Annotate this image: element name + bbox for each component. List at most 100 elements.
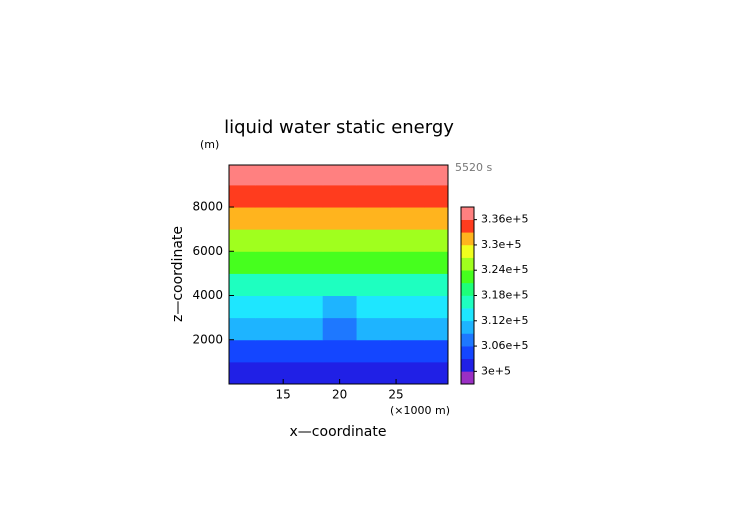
contour-cell [356,361,391,385]
contour-cell [322,184,358,208]
x-unit: (×1000 m) [390,404,450,417]
x-tick-label: 15 [276,388,291,402]
contour-cell [390,229,425,252]
contour-cell [356,251,391,274]
colorbar-tick-label: 3.24e+5 [481,263,528,276]
y-tick-label: 8000 [192,200,223,214]
contour-cell [356,207,391,230]
contour-cell [424,251,449,274]
contour-cell [229,317,256,341]
colorbar-band [461,219,474,233]
contour-cell [288,251,324,274]
y-tick-label: 2000 [192,332,223,346]
contour-cell [229,251,256,274]
colorbar-band [461,295,474,309]
contour-cell [322,361,358,385]
contour-cell [390,207,425,230]
colorbar: 3e+5 3.06e+5 3.12e+5 3.18e+5 3.24e+5 3.3e+5 3.… [460,206,528,385]
contour-cell [424,339,449,363]
contour-cell [424,184,449,208]
time-label: 5520 s [455,161,492,174]
colorbar-band [461,270,474,284]
colorbar-band [461,308,474,322]
contour-cell [254,207,290,230]
contour-cell [424,207,449,230]
contour-cell [229,339,256,363]
colorbar-tick-label: 3.18e+5 [481,289,528,302]
contour-cell [229,273,256,297]
colorbar-tick-label: 3.3e+5 [481,238,521,251]
contour-cell [424,165,449,186]
contour-field [229,165,449,385]
y-unit: (m) [200,138,219,151]
contour-cell [356,339,391,363]
contour-cell [254,165,290,186]
contour-cell [288,184,324,208]
colorbar-band [461,320,474,334]
contour-cell [390,295,425,319]
contour-cell [356,273,391,297]
contour-cell [356,317,391,341]
contour-cell [424,295,449,319]
plot-frame [228,164,449,385]
contour-cell [322,229,358,252]
contour-cell [229,361,256,385]
y-axis-label: z—coordinate [170,226,186,322]
axes: 15 20 25 2000 4000 6000 8000 [192,164,449,402]
contour-cell [288,339,324,363]
contour-cell [254,361,290,385]
contour-cell [356,165,391,186]
contour-cell [322,295,358,319]
contour-cell [390,339,425,363]
x-tick-label: 20 [332,388,347,402]
contour-cell [254,273,290,297]
contour-cell [390,184,425,208]
contour-cell [288,317,324,341]
colorbar-band [461,232,474,246]
chart-title: liquid water static energy [224,117,454,138]
colorbar-tick-label: 3.06e+5 [481,339,528,352]
colorbar-band [461,207,474,220]
contour-cell [254,317,290,341]
contour-cell [322,273,358,297]
contour-cell [229,295,256,319]
contour-cell [390,273,425,297]
contour-cell [254,251,290,274]
colorbar-band [461,244,474,258]
colorbar-tick-label: 3e+5 [481,364,511,377]
contour-cell [288,295,324,319]
colorbar-band [461,282,474,296]
y-tick-label: 6000 [192,244,223,258]
contour-cell [390,251,425,274]
colorbar-band [461,371,474,385]
contour-cell [390,165,425,186]
colorbar-band [461,333,474,347]
contour-cell [390,317,425,341]
contour-cell [356,184,391,208]
contour-cell [288,207,324,230]
contour-cell [322,339,358,363]
contour-cell [229,184,256,208]
contour-cell [424,361,449,385]
contour-cell [424,229,449,252]
colorbar-band [461,346,474,360]
contour-cell [254,229,290,252]
contour-cell [356,229,391,252]
contour-cell [322,165,358,186]
y-tick-label: 4000 [192,288,223,302]
contour-cell [288,229,324,252]
contour-cell [288,361,324,385]
contour-cell [424,273,449,297]
contour-cell [390,361,425,385]
x-axis-label: x—coordinate [290,424,387,440]
x-tick-label: 25 [388,388,403,402]
contour-cell [322,317,358,341]
contour-cell [288,165,324,186]
contour-cell [356,295,391,319]
contour-cell [424,317,449,341]
contour-cell [229,165,256,186]
contour-cell [322,251,358,274]
contour-cell [254,295,290,319]
colorbar-band [461,358,474,372]
